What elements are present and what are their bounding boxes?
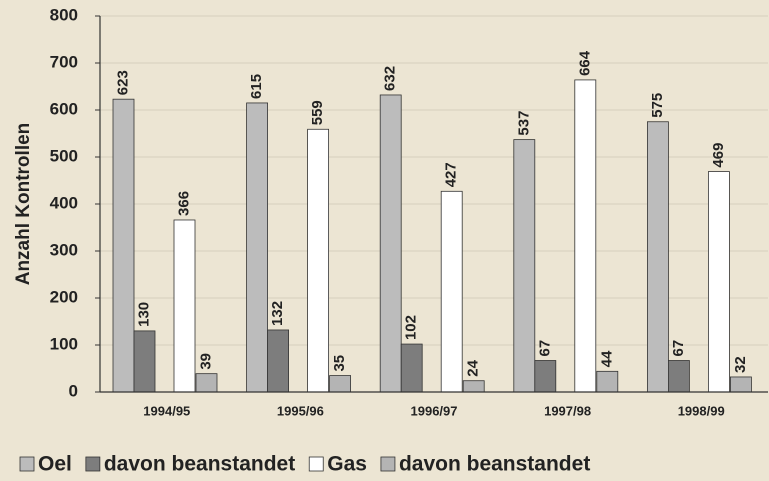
data-label: 366 bbox=[175, 191, 192, 216]
bar bbox=[400, 343, 423, 393]
data-label: 469 bbox=[710, 143, 727, 168]
legend-swatch bbox=[308, 456, 324, 472]
data-label: 132 bbox=[269, 301, 286, 326]
y-tick-label: 200 bbox=[50, 287, 78, 306]
bar bbox=[112, 98, 135, 393]
data-label: 102 bbox=[403, 315, 420, 340]
bar bbox=[668, 360, 690, 393]
data-label: 537 bbox=[515, 111, 532, 136]
y-tick-label: 500 bbox=[50, 146, 78, 165]
legend-label: Gas bbox=[327, 453, 367, 476]
data-label: 32 bbox=[732, 356, 749, 373]
x-tick-label: 1994/95 bbox=[143, 403, 190, 418]
data-label: 427 bbox=[443, 162, 460, 187]
data-label: 623 bbox=[114, 70, 131, 95]
bar bbox=[133, 330, 156, 393]
bar bbox=[440, 190, 463, 393]
legend-swatch bbox=[85, 456, 101, 472]
bar bbox=[708, 171, 730, 393]
y-axis-label: Anzahl Kontrollen bbox=[13, 123, 34, 286]
data-label: 664 bbox=[576, 50, 593, 76]
x-tick-label: 1996/97 bbox=[411, 403, 458, 418]
bar bbox=[307, 128, 330, 393]
data-label: 44 bbox=[598, 350, 615, 367]
bar bbox=[379, 94, 402, 393]
bar bbox=[730, 376, 752, 393]
data-label: 24 bbox=[465, 359, 482, 376]
legend-label: davon beanstandet bbox=[399, 453, 590, 476]
data-label: 39 bbox=[197, 353, 214, 370]
bar bbox=[173, 219, 196, 393]
legend-swatch bbox=[19, 456, 35, 472]
y-tick-label: 300 bbox=[50, 240, 78, 259]
x-tick-label: 1995/96 bbox=[277, 403, 324, 418]
bar bbox=[329, 375, 352, 393]
bar bbox=[574, 79, 597, 393]
y-tick-label: 700 bbox=[50, 52, 78, 71]
data-label: 35 bbox=[331, 355, 348, 372]
data-label: 67 bbox=[536, 340, 553, 357]
bar bbox=[462, 380, 485, 393]
bar bbox=[195, 373, 218, 393]
bar bbox=[513, 139, 536, 393]
data-label: 130 bbox=[135, 302, 152, 327]
bar bbox=[596, 370, 619, 393]
legend-label: davon beanstandet bbox=[104, 453, 295, 476]
bar bbox=[534, 360, 557, 393]
data-label: 67 bbox=[670, 340, 687, 357]
x-tick-label: 1997/98 bbox=[544, 403, 591, 418]
y-tick-label: 600 bbox=[50, 99, 78, 118]
data-label: 559 bbox=[309, 100, 326, 125]
y-tick-label: 100 bbox=[50, 334, 78, 353]
bar bbox=[647, 121, 669, 393]
legend-swatch bbox=[380, 456, 396, 472]
y-tick-label: 0 bbox=[69, 381, 78, 400]
bar bbox=[267, 329, 290, 393]
y-tick-label: 400 bbox=[50, 193, 78, 212]
x-tick-label: 1998/99 bbox=[678, 403, 725, 418]
bar bbox=[246, 102, 269, 393]
legend-label: Oel bbox=[38, 453, 72, 476]
data-label: 575 bbox=[649, 93, 666, 118]
data-label: 632 bbox=[382, 66, 399, 91]
y-tick-label: 800 bbox=[50, 5, 78, 24]
data-label: 615 bbox=[248, 74, 265, 99]
